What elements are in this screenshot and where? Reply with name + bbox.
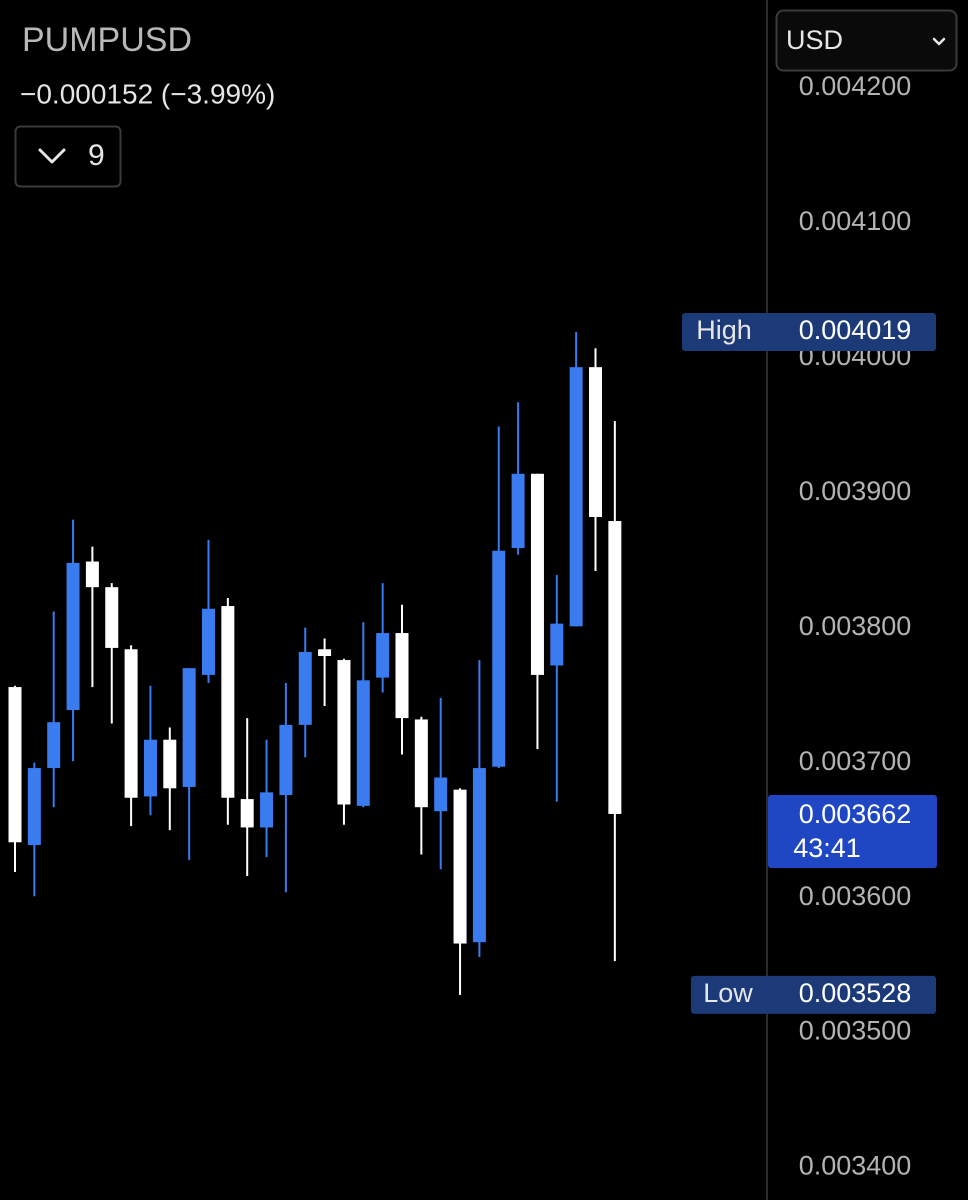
candle-body: [279, 724, 293, 796]
header: PUMPUSD −0.000152 (−3.99%) 9: [14, 21, 275, 188]
candle-body: [143, 739, 157, 797]
candle-body: [124, 649, 138, 798]
y-tick-label: 0.004200: [799, 71, 912, 101]
candle-body: [47, 722, 61, 769]
candle-body: [85, 561, 99, 588]
candle: [298, 627, 312, 758]
candle-body: [589, 367, 602, 517]
candle: [143, 685, 157, 816]
candle-body: [472, 768, 486, 943]
price-labels: High 0.004019 Low 0.003528 0.003662 43:41: [682, 313, 937, 1014]
candle-body: [395, 633, 409, 719]
candle: [511, 402, 525, 555]
low-marker: Low 0.003528: [691, 975, 936, 1014]
candle-body: [66, 562, 80, 711]
candle: [414, 716, 428, 855]
candle-body: [569, 367, 583, 627]
marker-tag-label: High: [696, 315, 752, 345]
y-tick-label: 0.003600: [799, 881, 912, 911]
y-tick-label: 0.003800: [799, 611, 912, 641]
candle-body: [318, 649, 332, 657]
candle-body: [550, 623, 564, 666]
last-price-box: [768, 794, 937, 868]
y-tick-label: 0.003900: [799, 476, 912, 506]
interval-button[interactable]: 9: [14, 125, 122, 188]
candle: [182, 668, 196, 860]
candle: [589, 348, 602, 571]
high-marker: High 0.004019: [682, 313, 936, 352]
candle-body: [260, 792, 274, 828]
candle: [124, 645, 138, 827]
candle-body: [530, 473, 544, 675]
candle-body: [434, 777, 448, 812]
candle: [608, 421, 622, 962]
candle: [260, 739, 274, 858]
last-price-value: 0.003662: [799, 799, 912, 829]
candles: [8, 332, 622, 995]
candle: [376, 583, 390, 693]
candle: [105, 583, 119, 724]
y-tick-label: 0.003500: [799, 1016, 912, 1046]
candle: [318, 638, 332, 706]
interval-value: 9: [88, 139, 105, 172]
marker-tag-box: [691, 975, 936, 1014]
dropdown-icon: [932, 37, 946, 46]
candle: [47, 611, 61, 808]
candle-body: [202, 608, 215, 675]
marker-tag-label: Low: [703, 978, 753, 1008]
interval-button-box[interactable]: [14, 125, 122, 188]
candle: [492, 426, 506, 769]
candle: [550, 575, 564, 802]
marker-tag-box: [682, 313, 936, 352]
candle: [27, 762, 41, 897]
symbol-title: PUMPUSD: [22, 21, 192, 59]
candle: [85, 546, 99, 688]
candle: [279, 683, 293, 893]
last-price-countdown: 43:41: [793, 833, 861, 863]
marker-tag-value: 0.003528: [799, 978, 912, 1008]
candle-body: [8, 687, 22, 843]
candle-body: [608, 521, 622, 814]
candle-body: [414, 719, 428, 808]
candle-body: [298, 651, 312, 725]
currency-select[interactable]: USD: [775, 9, 958, 72]
y-tick-label: 0.004100: [799, 206, 912, 236]
candle-body: [356, 680, 370, 806]
candle: [569, 332, 583, 627]
candle: [434, 697, 448, 870]
candle-body: [182, 668, 196, 787]
marker-tag-value: 0.004019: [799, 315, 912, 345]
candle: [221, 597, 235, 825]
price-change: −0.000152 (−3.99%): [20, 78, 275, 109]
y-tick-label: 0.003700: [799, 746, 912, 776]
candle-body: [337, 660, 351, 805]
candle: [356, 622, 370, 808]
candle: [337, 658, 351, 825]
last-price: 0.003662 43:41: [768, 794, 937, 868]
candle: [530, 473, 544, 750]
y-tick-label: 0.003400: [799, 1151, 912, 1181]
candle: [395, 604, 409, 755]
candle-body: [27, 768, 41, 845]
candle-body: [492, 550, 506, 767]
candle: [240, 718, 254, 877]
currency-select-box[interactable]: [775, 9, 958, 72]
currency-value: USD: [786, 25, 843, 55]
candle-body: [453, 789, 467, 944]
candle-body: [240, 799, 254, 828]
candle-body: [376, 633, 390, 678]
candle-body: [511, 473, 525, 549]
candle: [453, 788, 467, 995]
chevron-icon: [38, 148, 66, 164]
candle-body: [221, 606, 235, 798]
candle: [8, 685, 22, 872]
candle: [66, 519, 80, 762]
candle-body: [163, 739, 177, 789]
candle: [472, 660, 486, 958]
candle-body: [105, 587, 119, 648]
candle: [163, 727, 177, 831]
candle: [202, 539, 215, 684]
